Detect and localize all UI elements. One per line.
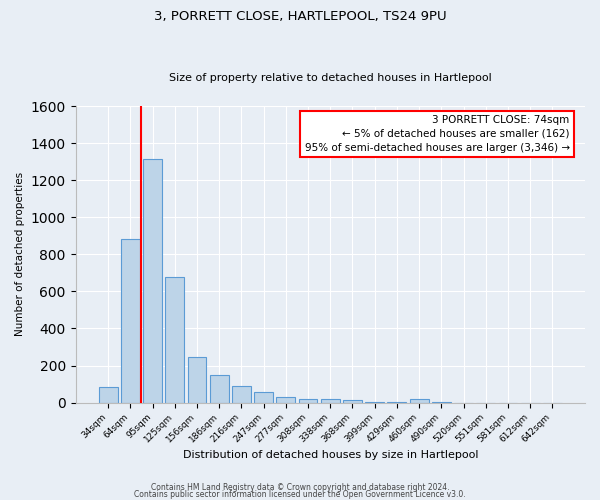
Bar <box>210 375 229 402</box>
Bar <box>299 399 317 402</box>
Text: Contains public sector information licensed under the Open Government Licence v3: Contains public sector information licen… <box>134 490 466 499</box>
X-axis label: Distribution of detached houses by size in Hartlepool: Distribution of detached houses by size … <box>182 450 478 460</box>
Bar <box>410 399 428 402</box>
Bar <box>98 387 118 402</box>
Bar <box>321 400 340 402</box>
Bar <box>143 159 162 402</box>
Bar <box>121 240 140 402</box>
Bar <box>232 386 251 402</box>
Text: 3 PORRETT CLOSE: 74sqm
← 5% of detached houses are smaller (162)
95% of semi-det: 3 PORRETT CLOSE: 74sqm ← 5% of detached … <box>305 115 570 153</box>
Title: Size of property relative to detached houses in Hartlepool: Size of property relative to detached ho… <box>169 73 491 83</box>
Y-axis label: Number of detached properties: Number of detached properties <box>15 172 25 336</box>
Bar <box>343 400 362 402</box>
Text: Contains HM Land Registry data © Crown copyright and database right 2024.: Contains HM Land Registry data © Crown c… <box>151 484 449 492</box>
Bar <box>166 276 184 402</box>
Bar <box>254 392 273 402</box>
Bar <box>277 397 295 402</box>
Bar <box>188 356 206 403</box>
Text: 3, PORRETT CLOSE, HARTLEPOOL, TS24 9PU: 3, PORRETT CLOSE, HARTLEPOOL, TS24 9PU <box>154 10 446 23</box>
